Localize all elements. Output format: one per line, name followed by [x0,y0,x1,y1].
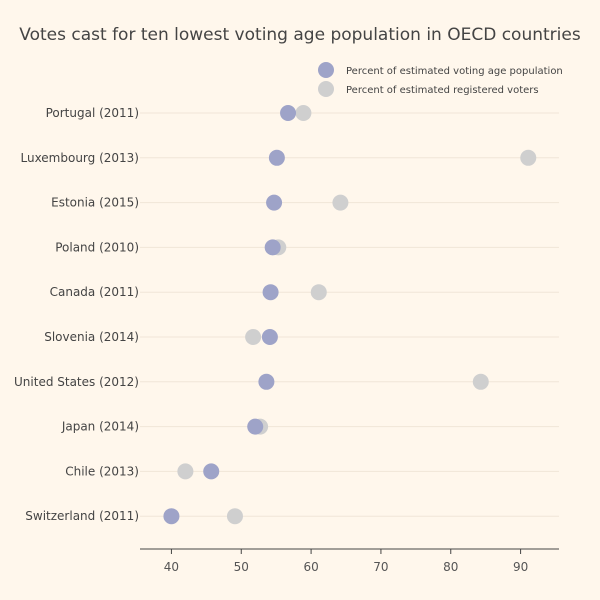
category-label-canada-2011: Canada (2011) [50,285,139,299]
point-voting-age-luxembourg-2013[interactable] [268,149,285,166]
point-voting-age-united-states-2012[interactable] [258,373,275,390]
category-label-chile-2013: Chile (2013) [65,464,139,478]
point-voting-age-canada-2011[interactable] [262,284,279,301]
gridlines [140,112,559,517]
category-labels: Portugal (2011) Luxembourg (2013) Estonia … [14,106,139,523]
x-tick-label-50: 50 [234,560,249,574]
x-tick-label-40: 40 [164,560,179,574]
chart-title: Votes cast for ten lowest voting age pop… [19,25,581,45]
category-label-japan-2014: Japan (2014) [61,420,139,434]
x-tick-label-90: 90 [513,560,528,574]
category-label-slovenia-2014: Slovenia (2014) [44,330,139,344]
category-label-united-states-2012: United States (2012) [14,375,139,389]
point-voting-age-portugal-2011[interactable] [280,105,297,121]
category-label-estonia-2015: Estonia (2015) [51,196,139,210]
point-registered-slovenia-2014[interactable] [245,329,262,345]
legend-label-voting-age: Percent of estimated voting age populati… [346,66,563,77]
point-voting-age-switzerland-2011[interactable] [163,508,180,525]
point-voting-age-poland-2010[interactable] [264,239,281,256]
category-label-poland-2010: Poland (2010) [55,240,139,254]
data-points [163,105,537,525]
x-tick-label-60: 60 [303,560,318,574]
legend-label-registered: Percent of estimated registered voters [346,85,539,96]
point-registered-estonia-2015[interactable] [332,194,349,211]
point-registered-switzerland-2011[interactable] [226,508,243,525]
x-tick-label-70: 70 [373,560,388,574]
legend-marker-registered [318,81,334,97]
point-voting-age-estonia-2015[interactable] [266,194,283,211]
category-label-switzerland-2011: Switzerland (2011) [25,509,139,523]
point-registered-luxembourg-2013[interactable] [520,149,537,166]
point-registered-chile-2013[interactable] [177,463,194,480]
point-registered-canada-2011[interactable] [310,284,327,301]
category-label-portugal-2011: Portugal (2011) [46,106,139,120]
point-registered-portugal-2011[interactable] [295,105,312,121]
point-voting-age-japan-2014[interactable] [247,418,264,435]
legend: Percent of estimated voting age populati… [318,62,563,97]
point-registered-united-states-2012[interactable] [472,373,489,390]
x-axis-ticks: 40 50 60 70 80 90 [164,549,528,574]
point-voting-age-chile-2013[interactable] [203,463,220,480]
x-tick-label-80: 80 [443,560,458,574]
category-label-luxembourg-2013: Luxembourg (2013) [20,151,139,165]
legend-marker-voting-age [318,62,334,78]
point-voting-age-slovenia-2014[interactable] [261,329,278,345]
